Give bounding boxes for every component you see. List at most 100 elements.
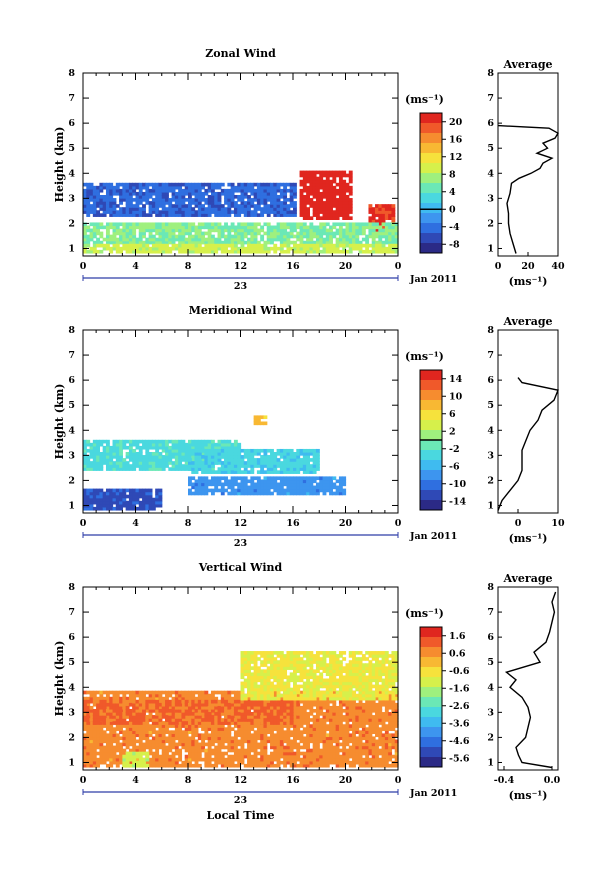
heatmap-cell: [201, 488, 206, 493]
heatmap-cell: [155, 500, 160, 505]
heatmap-cell: [115, 225, 120, 230]
heatmap-cell: [145, 503, 150, 508]
heatmap-cell: [368, 228, 373, 233]
heatmap-cell: [92, 742, 97, 747]
heatmap-cell: [309, 730, 314, 734]
heatmap-cell: [329, 491, 333, 496]
heatmap-cell: [293, 733, 297, 738]
heatmap-cell: [184, 222, 189, 227]
heatmap-cell: [171, 690, 176, 695]
heatmap-cell: [96, 439, 101, 444]
heatmap-cell: [181, 742, 186, 747]
heatmap-cell: [161, 696, 166, 701]
heatmap-cell: [89, 500, 94, 505]
heatmap-cell: [174, 198, 179, 202]
heatmap-cell: [279, 461, 284, 465]
heatmap-cell: [335, 479, 340, 484]
heatmap-cell: [348, 751, 353, 756]
heatmap-cell: [286, 760, 291, 765]
heatmap-cell: [312, 201, 317, 205]
heatmap-cell: [325, 170, 330, 175]
heatmap-cell: [302, 718, 307, 722]
heatmap-cell: [217, 736, 222, 741]
heatmap-cell: [247, 721, 251, 725]
heatmap-cell: [191, 210, 196, 214]
heatmap-cell: [178, 748, 183, 753]
heatmap-cell: [260, 225, 265, 230]
heatmap-cell: [233, 479, 238, 484]
heatmap-cell: [188, 207, 192, 211]
heatmap-cell: [128, 709, 133, 713]
heatmap-cell: [188, 448, 192, 453]
heatmap-cell: [361, 228, 366, 233]
heatmap-cell: [345, 228, 350, 233]
heatmap-cell: [122, 234, 127, 239]
heatmap-cell: [237, 207, 242, 211]
heatmap-cell: [171, 709, 176, 713]
heatmap-cell: [128, 439, 133, 444]
heatmap-cell: [286, 745, 291, 750]
heatmap-cell: [119, 494, 123, 499]
heatmap-cell: [240, 240, 245, 245]
heatmap-cell: [197, 182, 202, 187]
heatmap-cell: [309, 458, 314, 462]
heatmap-cell: [197, 745, 202, 750]
heatmap-cell: [138, 182, 143, 187]
heatmap-cell: [309, 191, 314, 196]
heatmap-cell: [207, 736, 212, 741]
heatmap-cell: [119, 705, 123, 710]
heatmap-cell: [184, 448, 189, 453]
heatmap-cell: [201, 185, 206, 190]
heatmap-cell: [178, 231, 183, 236]
heatmap-cell: [342, 243, 347, 248]
heatmap-cell: [148, 491, 153, 496]
heatmap-cell: [253, 207, 258, 211]
heatmap-cell: [302, 491, 307, 496]
heatmap-cell: [112, 448, 117, 453]
heatmap-cell: [388, 210, 393, 214]
heatmap-cell: [329, 204, 333, 208]
heatmap-cell: [83, 210, 87, 214]
heatmap-cell: [214, 185, 219, 190]
heatmap-cell: [322, 712, 327, 716]
heatmap-cell: [296, 237, 301, 242]
heatmap-cell: [312, 727, 317, 731]
heatmap-cell: [322, 724, 327, 728]
heatmap-cell: [338, 201, 343, 205]
heatmap-cell: [233, 461, 238, 465]
heatmap-cell: [151, 225, 156, 230]
heatmap-cell: [99, 751, 104, 756]
heatmap-cell: [174, 445, 179, 450]
heatmap-cell: [263, 754, 268, 759]
heatmap-cell: [122, 748, 127, 753]
heatmap-cell: [273, 455, 278, 459]
heatmap-cell: [210, 185, 215, 190]
heatmap-cell: [247, 198, 251, 202]
heatmap-cell: [155, 503, 160, 508]
heatmap-cell: [315, 757, 320, 762]
heatmap-cell: [352, 736, 356, 741]
heatmap-cell: [279, 246, 284, 251]
heatmap-cell: [86, 228, 91, 233]
heatmap-cell: [220, 452, 225, 456]
heatmap-cell: [138, 467, 143, 471]
heatmap-cell: [207, 188, 212, 193]
heatmap-cell: [86, 736, 91, 741]
heatmap-cell: [132, 464, 137, 468]
heatmap-cell: [151, 464, 156, 468]
heatmap-cell: [243, 479, 248, 484]
heatmap-cell: [112, 243, 117, 248]
heatmap-cell: [299, 225, 304, 230]
heatmap-cell: [309, 240, 314, 245]
profile-title: Average: [502, 315, 552, 328]
heatmap-cell: [115, 464, 120, 468]
heatmap-cell: [201, 690, 206, 695]
heatmap-cell: [155, 182, 160, 187]
heatmap-cell: [96, 494, 101, 499]
heatmap-cell: [89, 452, 94, 456]
heatmap-cell: [227, 730, 232, 734]
heatmap-cell: [233, 690, 238, 695]
heatmap-cell: [158, 228, 163, 233]
heatmap-cell: [306, 760, 311, 765]
heatmap-cell: [115, 204, 120, 208]
